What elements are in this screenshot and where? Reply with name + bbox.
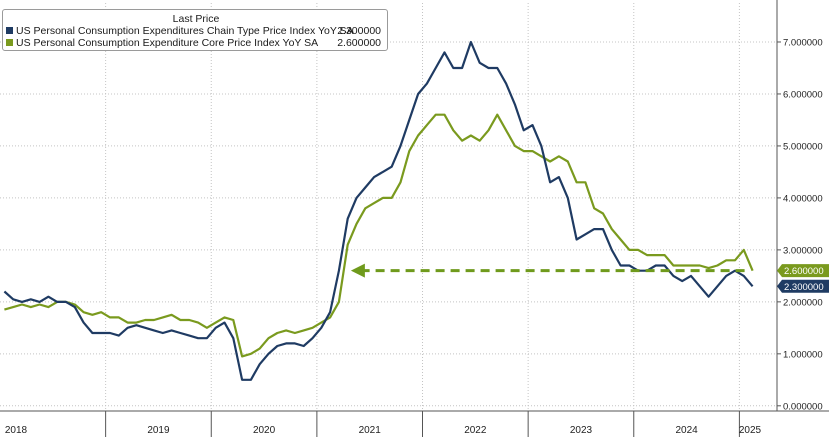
x-tick-label: 2022: [464, 425, 487, 436]
last-price-tag-core-pce: 2.600000: [777, 264, 829, 278]
series-line-pce: [3, 40, 754, 381]
y-tick-label: 6.000000: [783, 89, 823, 100]
y-tick-label: 1.000000: [783, 349, 823, 360]
legend-swatch-pce: [6, 27, 13, 34]
dashed-arrow-head: [350, 263, 365, 278]
chart-annotations: [350, 263, 745, 278]
y-axis: 0.000000 1.000000 2.000000 3.000000 4.000000…: [776, 0, 829, 412]
legend-value-core-pce: 2.600000: [337, 37, 381, 49]
last-price-tag-pce-bg: [777, 279, 829, 293]
last-price-tag-core-pce-bg: [777, 264, 829, 278]
y-tick-label: 0.000000: [783, 401, 823, 412]
x-tick-label: 2023: [570, 425, 593, 436]
chart-grid: [0, 3, 777, 411]
x-tick-label: 2024: [675, 425, 698, 436]
y-tick-label: 5.000000: [783, 141, 823, 152]
chart-series: [3, 40, 754, 381]
legend-entry-core-pce: US Personal Consumption Expenditure Core…: [6, 37, 381, 50]
legend-swatch-core-pce: [6, 39, 13, 46]
legend-label-core-pce: US Personal Consumption Expenditure Core…: [16, 37, 319, 49]
chart-legend: Last Price US Personal Consumption Expen…: [2, 9, 388, 51]
x-tick-label: 2019: [147, 425, 170, 436]
y-tick-label: 3.000000: [783, 245, 823, 256]
legend-value-pce: 2.300000: [337, 25, 381, 37]
x-axis: 2018 2019 2020 2021 2022 2023 2024 2025: [0, 410, 829, 437]
last-price-tag-pce-label: 2.300000: [784, 282, 824, 293]
last-price-tag-pce: 2.300000: [777, 279, 829, 293]
x-tick-label: 2020: [253, 425, 276, 436]
y-tick-label: 4.000000: [783, 193, 823, 204]
legend-label-pce: US Personal Consumption Expenditures Cha…: [16, 25, 354, 37]
y-tick-label: 7.000000: [783, 37, 823, 48]
series-line-core-pce: [4, 113, 754, 358]
legend-title: Last Price: [172, 13, 220, 25]
last-price-tag-core-pce-label: 2.600000: [784, 266, 824, 277]
y-tick-label: 2.000000: [783, 297, 823, 308]
x-tick-label: 2021: [359, 425, 382, 436]
legend-entry-pce: US Personal Consumption Expenditures Cha…: [6, 25, 381, 38]
x-tick-label: 2025: [739, 425, 762, 436]
x-tick-label: 2018: [5, 425, 28, 436]
